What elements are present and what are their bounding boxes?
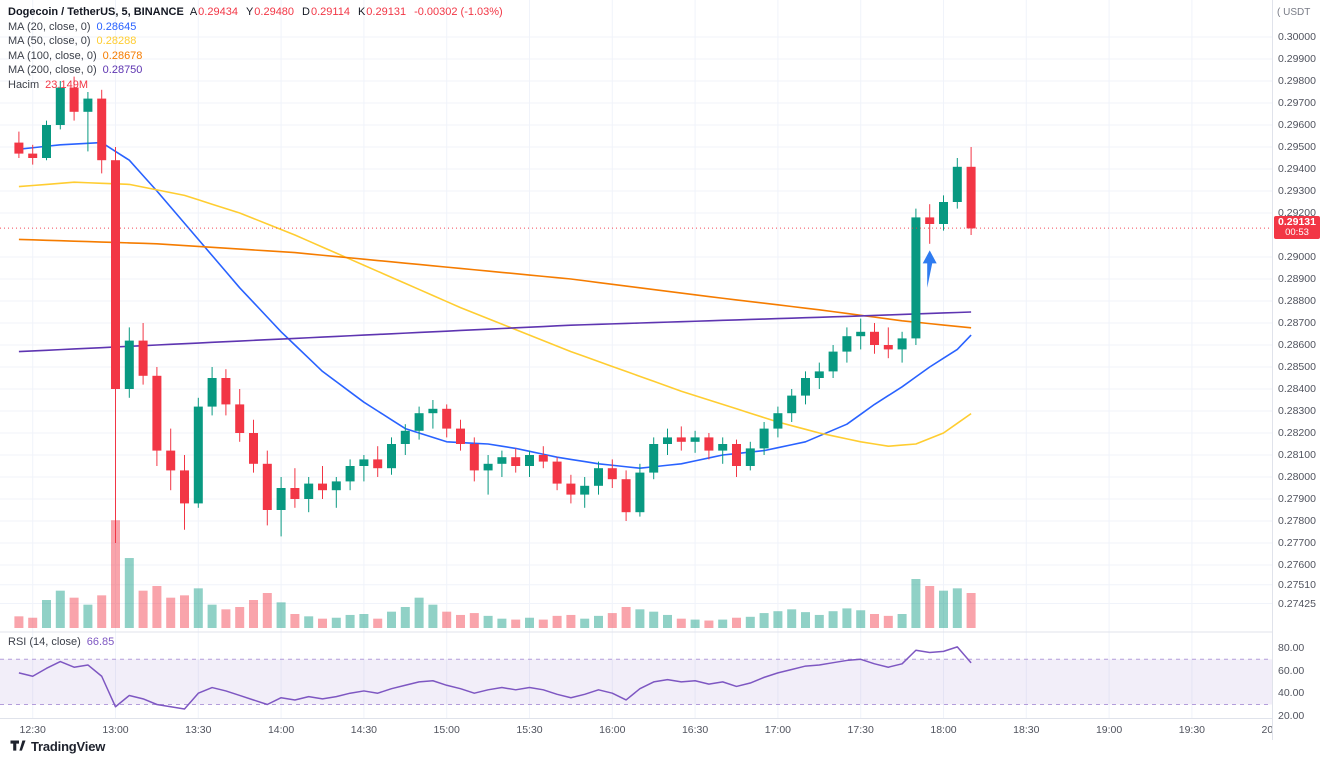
- last-price-label: 0.29131 00:53: [1274, 216, 1320, 240]
- price-tick-label: 0.28800: [1278, 295, 1316, 307]
- indicator-label: MA (20, close, 0): [8, 20, 91, 33]
- indicator-row-ma50[interactable]: MA (50, close, 0) 0.28288: [8, 35, 503, 50]
- time-tick-label: 19:30: [1178, 724, 1206, 736]
- price-tick-label: 0.28500: [1278, 361, 1316, 373]
- ma-line-50[interactable]: [18, 181, 972, 448]
- tradingview-logo[interactable]: TradingView: [10, 738, 105, 754]
- indicator-value: 0.28750: [102, 64, 143, 76]
- time-tick-label: 16:30: [681, 724, 709, 736]
- time-tick-label: 15:00: [433, 724, 460, 736]
- indicator-row-ma20[interactable]: MA (20, close, 0) 0.28645: [8, 21, 503, 36]
- moving-averages-layer: [18, 141, 972, 470]
- indicator-label: MA (100, close, 0): [8, 49, 97, 62]
- last-price-value: 0.29131: [1278, 216, 1316, 229]
- indicator-label: Hacim: [8, 78, 40, 91]
- price-tick-label: 0.28100: [1278, 449, 1316, 461]
- price-tick-label: 0.27800: [1278, 515, 1316, 527]
- price-axis[interactable]: ( USDT 0.29131 00:53 0.30000 0.29900 0.298…: [1272, 0, 1320, 740]
- tradingview-logo-mark: [10, 740, 26, 751]
- symbol-title[interactable]: Dogecoin / TetherUS, 5, BINANCE: [8, 6, 184, 18]
- time-tick-label: 20:00: [1261, 724, 1272, 736]
- axis-unit-label: ( USDT: [1277, 7, 1311, 18]
- price-tick-label: 0.29600: [1278, 119, 1316, 131]
- time-tick-label: 13:00: [102, 724, 129, 736]
- volume-layer: [14, 520, 976, 628]
- indicator-value: 0.28288: [96, 35, 137, 47]
- price-tick-label: 0.28900: [1278, 273, 1316, 285]
- price-tick-label: 0.29200: [1278, 207, 1316, 219]
- rsi-tick-label: 80.00: [1278, 642, 1305, 654]
- ma-line-100[interactable]: [18, 238, 972, 329]
- ma-line-200[interactable]: [18, 311, 972, 353]
- price-tick-label: 0.28000: [1278, 471, 1316, 483]
- indicator-row-volume[interactable]: Hacim 23.149M: [8, 79, 503, 94]
- rsi-tick-label: 60.00: [1278, 664, 1305, 677]
- price-tick-label: 0.28200: [1278, 427, 1316, 439]
- indicator-label: MA (50, close, 0): [8, 35, 91, 47]
- price-tick-label: 0.28400: [1278, 383, 1316, 395]
- indicator-row-ma100[interactable]: MA (100, close, 0) 0.28678: [8, 50, 503, 65]
- time-tick-label: 14:30: [350, 724, 378, 736]
- time-axis[interactable]: 12:30 13:00 13:30 14:00 14:30 15:00 15:30 16:00…: [0, 718, 1272, 742]
- rsi-tick-label: 20.00: [1278, 709, 1305, 722]
- price-tick-label: 0.27900: [1278, 493, 1316, 505]
- symbol-legend-row[interactable]: Dogecoin / TetherUS, 5, BINANCE A0.29434…: [8, 6, 503, 21]
- time-tick-label: 12:30: [19, 724, 46, 736]
- time-tick-label: 18:30: [1013, 724, 1040, 736]
- price-tick-label: 0.29900: [1278, 53, 1316, 65]
- price-tick-label: 0.27510: [1278, 578, 1316, 591]
- price-tick-label: 0.30000: [1278, 31, 1316, 43]
- change-value: -0.00302 (-1.03%): [414, 6, 503, 18]
- time-tick-label: 17:00: [764, 724, 792, 736]
- indicator-row-ma200[interactable]: MA (200, close, 0) 0.28750: [8, 64, 503, 79]
- ma-line-20[interactable]: [18, 141, 972, 470]
- time-tick-label: 14:00: [267, 724, 295, 736]
- time-tick-label: 16:00: [599, 724, 626, 736]
- price-tick-label: 0.29800: [1278, 75, 1316, 87]
- price-tick-label: 0.29300: [1278, 185, 1316, 197]
- arrow-up-annotation[interactable]: [922, 250, 937, 288]
- indicator-value: 0.28678: [102, 49, 143, 62]
- price-tick-label: 0.27700: [1278, 537, 1316, 549]
- time-tick-label: 17:30: [847, 724, 874, 736]
- rsi-tick-label: 40.00: [1278, 687, 1305, 700]
- tradingview-logo-text: TradingView: [31, 738, 106, 754]
- price-tick-label: 0.28600: [1278, 339, 1316, 351]
- ohlc-values: A0.29434 Y0.29480 D0.29114 K0.29131 -0.0…: [190, 6, 503, 18]
- price-tick-label: 0.29700: [1278, 97, 1316, 109]
- indicator-value: 23.149M: [45, 78, 88, 91]
- rsi-value: 66.85: [86, 636, 115, 648]
- candles-layer: [14, 76, 976, 543]
- price-tick-label: 0.29000: [1278, 251, 1316, 263]
- price-tick-label: 0.28300: [1278, 405, 1316, 417]
- ohlc-open: A0.29434: [189, 6, 238, 18]
- rsi-line[interactable]: [18, 646, 972, 710]
- time-tick-label: 18:00: [930, 724, 957, 736]
- countdown-timer: 00:53: [1285, 227, 1309, 239]
- ohlc-low: D0.29114: [302, 6, 350, 18]
- rsi-legend-row[interactable]: RSI (14, close) 66.85: [8, 636, 114, 648]
- legend-panel: Dogecoin / TetherUS, 5, BINANCE A0.29434…: [8, 6, 503, 93]
- indicator-value: 0.28645: [96, 20, 137, 33]
- price-tick-label: 0.28700: [1278, 317, 1316, 329]
- time-tick-label: 13:30: [185, 724, 212, 736]
- rsi-label: RSI (14, close): [8, 636, 81, 648]
- time-tick-label: 19:00: [1095, 724, 1123, 736]
- ohlc-close: K0.29131: [357, 6, 407, 18]
- ohlc-high: Y0.29480: [245, 6, 295, 18]
- price-tick-label: 0.29500: [1278, 141, 1316, 153]
- price-tick-label: 0.29400: [1278, 163, 1316, 175]
- price-tick-label: 0.27425: [1278, 597, 1316, 610]
- price-tick-label: 0.27600: [1278, 559, 1316, 571]
- rsi-band: [0, 658, 1272, 705]
- time-tick-label: 15:30: [516, 724, 543, 736]
- indicator-label: MA (200, close, 0): [8, 64, 97, 76]
